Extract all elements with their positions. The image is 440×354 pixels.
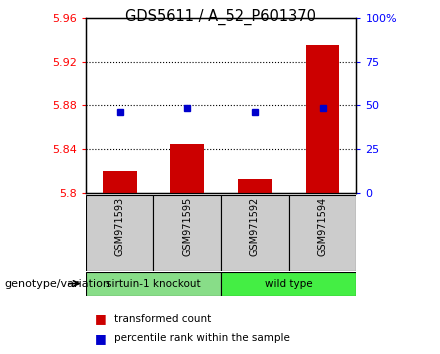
Bar [103, 171, 136, 193]
Text: GSM971593: GSM971593 [115, 197, 125, 256]
Text: genotype/variation: genotype/variation [4, 279, 110, 289]
Bar [221, 195, 289, 271]
Text: GSM971595: GSM971595 [182, 197, 192, 256]
Bar [86, 195, 154, 271]
Bar [221, 272, 356, 296]
Text: GDS5611 / A_52_P601370: GDS5611 / A_52_P601370 [125, 9, 315, 25]
Text: percentile rank within the sample: percentile rank within the sample [114, 333, 290, 343]
Text: ■: ■ [95, 312, 106, 325]
Text: transformed count: transformed count [114, 314, 212, 324]
Text: wild type: wild type [265, 279, 312, 289]
Text: ■: ■ [95, 332, 106, 344]
Bar [306, 45, 340, 193]
Text: GSM971592: GSM971592 [250, 197, 260, 256]
Bar [86, 272, 221, 296]
Text: GSM971594: GSM971594 [318, 197, 327, 256]
Bar [170, 144, 204, 193]
Text: sirtuin-1 knockout: sirtuin-1 knockout [106, 279, 201, 289]
Bar [154, 195, 221, 271]
Bar [289, 195, 356, 271]
Bar [238, 179, 272, 193]
